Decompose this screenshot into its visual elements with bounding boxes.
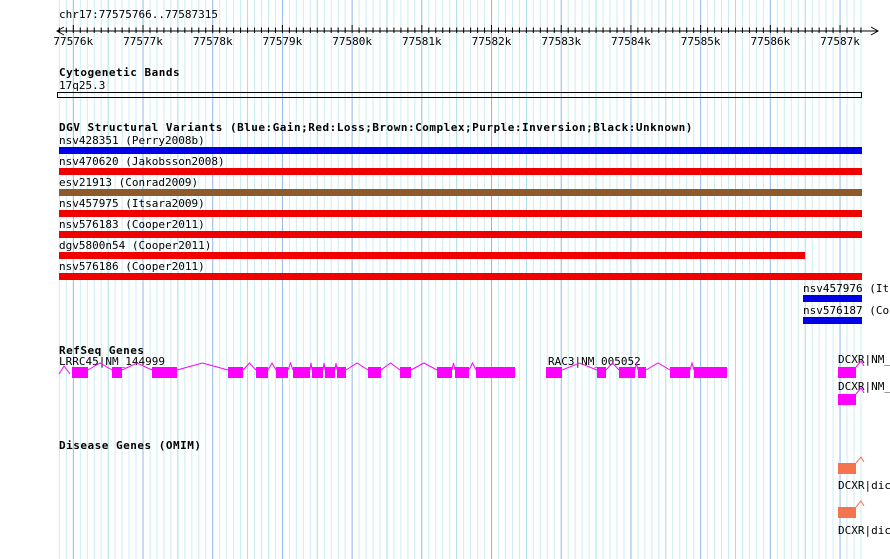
variant-bar[interactable] xyxy=(59,252,805,259)
ruler-tick-label: 77576k xyxy=(53,35,93,48)
ruler-tick-label: 77585k xyxy=(681,35,721,48)
track-title-dgv-variants: DGV Structural Variants (Blue:Gain;Red:L… xyxy=(59,121,693,134)
variant-bar[interactable] xyxy=(803,295,862,302)
variant-label[interactable]: dgv5800n54 (Cooper2011) xyxy=(59,239,212,252)
omim-gene-label[interactable]: DCXR|dica xyxy=(838,524,890,537)
variant-label[interactable]: nsv457976 (Itsara2009) xyxy=(803,282,890,295)
variant-bar[interactable] xyxy=(59,147,862,154)
ruler-tick-label: 77586k xyxy=(750,35,790,48)
ruler-tick-label: 77581k xyxy=(402,35,442,48)
cytoband-glyph[interactable] xyxy=(57,92,862,98)
refseq-gene-label[interactable]: DCXR|NM_0 xyxy=(838,380,890,393)
variant-label[interactable]: esv21913 (Conrad2009) xyxy=(59,176,199,189)
ruler-tick-label: 77579k xyxy=(263,35,303,48)
track-title-cytogenetic-bands: Cytogenetic Bands xyxy=(59,66,181,79)
omim-gene-glyph[interactable] xyxy=(838,500,865,518)
track-title-disease-genes-omim: Disease Genes (OMIM) xyxy=(59,439,202,452)
ruler-tick-label: 77578k xyxy=(193,35,233,48)
ruler-tick-label: 77583k xyxy=(541,35,581,48)
variant-label[interactable]: nsv576187 (Cooper2011) xyxy=(803,304,890,317)
variant-label[interactable]: nsv470620 (Jakobsson2008) xyxy=(59,155,225,168)
refseq-gene-label[interactable]: RAC3|NM_005052 xyxy=(548,355,641,368)
omim-gene-glyph[interactable] xyxy=(838,456,865,474)
refseq-gene-glyph[interactable] xyxy=(838,387,865,405)
refseq-gene-label[interactable]: LRRC45|NM_144999 xyxy=(59,355,165,368)
track-title-refseq-genes: RefSeq Genes xyxy=(59,344,145,357)
cytoband-label[interactable]: 17q25.3 xyxy=(59,79,106,92)
variant-label[interactable]: nsv457975 (Itsara2009) xyxy=(59,197,205,210)
variant-label[interactable]: nsv576183 (Cooper2011) xyxy=(59,218,205,231)
variant-bar[interactable] xyxy=(803,317,862,324)
refseq-gene-label[interactable]: DCXR|NM_0 xyxy=(838,353,890,366)
variant-bar[interactable] xyxy=(59,210,862,217)
ruler-tick-label: 77582k xyxy=(472,35,512,48)
variant-label[interactable]: nsv576186 (Cooper2011) xyxy=(59,260,205,273)
variant-label[interactable]: nsv428351 (Perry2008b) xyxy=(59,134,205,147)
omim-gene-label[interactable]: DCXR|dica xyxy=(838,479,890,492)
variant-bar[interactable] xyxy=(59,273,862,280)
refseq-gene-glyph[interactable] xyxy=(58,361,515,378)
variant-bar[interactable] xyxy=(59,168,862,175)
variant-bar[interactable] xyxy=(59,189,862,196)
region-title: chr17:77575766..77587315 xyxy=(59,8,218,21)
ruler-tick-label: 77584k xyxy=(611,35,651,48)
ruler-tick-label: 77577k xyxy=(123,35,163,48)
refseq-gene-glyph[interactable] xyxy=(838,360,865,378)
ruler-tick-label: 77587k xyxy=(820,35,860,48)
variant-bar[interactable] xyxy=(59,231,862,238)
ruler-tick-label: 77580k xyxy=(332,35,372,48)
refseq-gene-glyph[interactable] xyxy=(546,361,727,378)
